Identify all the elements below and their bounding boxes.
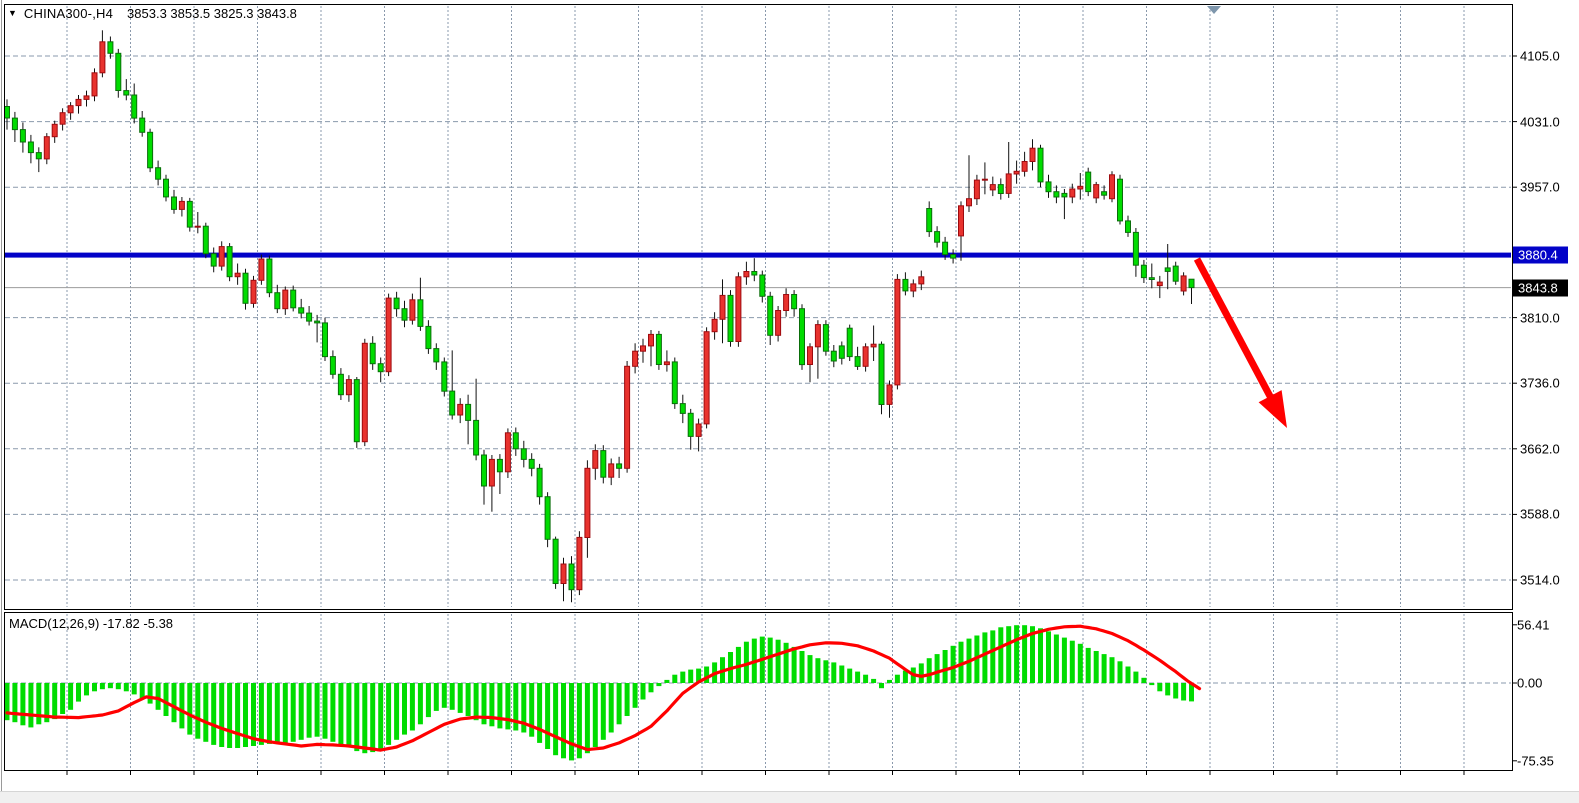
macd-axis-label: 56.41 [1517,617,1550,633]
price-axis-label: 3736.0 [1520,375,1560,391]
price-axis-label: 3810.0 [1520,310,1560,326]
symbol-period-label: CHINA300-,H4 [23,6,114,21]
chart-title: ▼ CHINA300-,H4 3853.3 3853.5 3825.3 3843.8 [8,6,297,21]
macd-axis-label: 0.00 [1517,675,1543,691]
down-arrow-head [1258,390,1287,428]
time-axis[interactable]: 2 Sep 202215 Sep 01:3027 Sep 01:3014 Oct… [0,771,1579,793]
collapse-triangle-icon[interactable]: ▼ [8,8,17,18]
price-axis-label: 4105.0 [1520,48,1560,64]
hline-price-label: 3880.4 [1513,246,1568,264]
main-price-pane [4,4,1513,610]
support-hline[interactable] [5,252,1511,258]
down-arrow-annotation[interactable] [1193,257,1277,405]
price-axis-label: 3588.0 [1520,506,1560,522]
window-bottom-strip [0,791,1579,803]
macd-signal-line [5,624,1202,752]
quote-ohlc-label: 3853.3 3853.5 3825.3 3843.8 [127,6,297,21]
price-axis-label: 3514.0 [1520,572,1560,588]
price-axis-label: 4031.0 [1520,114,1560,130]
macd-axis-label: -75.35 [1517,753,1554,769]
price-axis-label: 3957.0 [1520,179,1560,195]
price-axis-label: 3662.0 [1520,441,1560,457]
macd-indicator-label: MACD(12,26,9) -17.82 -5.38 [9,616,174,631]
last-price-label: 3843.8 [1513,279,1568,297]
macd-pane [4,612,1513,771]
chart-shift-marker-icon[interactable] [1207,6,1221,14]
